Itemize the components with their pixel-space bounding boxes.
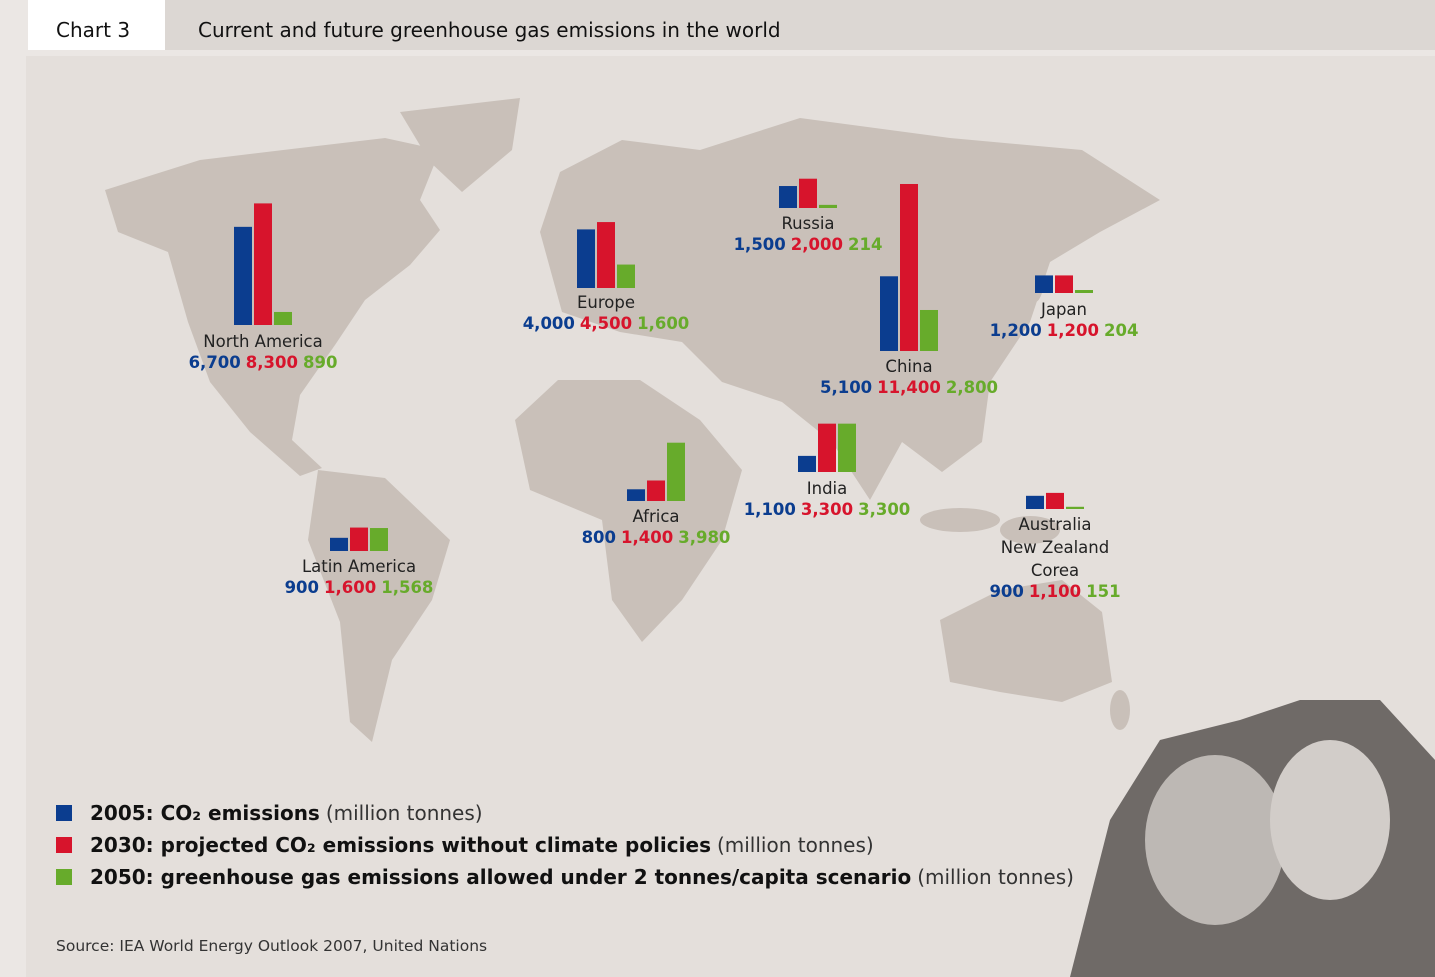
bar — [920, 309, 938, 351]
legend-unit: (million tonnes) — [716, 833, 874, 857]
bar — [647, 480, 665, 501]
region-label: Latin America — [301, 557, 417, 576]
region-label: China — [885, 357, 933, 376]
region-values: 800 1,400 3,980 — [582, 528, 731, 547]
bar — [274, 311, 292, 325]
legend-name: 2005: CO₂ emissions — [90, 801, 320, 825]
value-label: 1,400 — [621, 528, 674, 547]
region-values: 900 1,100 151 — [989, 582, 1120, 601]
bar — [597, 222, 615, 288]
value-label: 900 — [284, 578, 320, 597]
bar — [799, 178, 817, 208]
chart-label: Chart 3 — [56, 18, 131, 42]
bar — [627, 489, 645, 501]
value-label: 11,400 — [877, 378, 941, 397]
value-label: 1,200 — [1046, 321, 1099, 340]
value-label: 214 — [847, 235, 883, 254]
value-label: 1,600 — [324, 578, 377, 597]
bar — [1075, 290, 1093, 293]
value-label: 1,100 — [1028, 582, 1082, 601]
bar — [370, 528, 388, 551]
region-values: 5,100 11,400 2,800 — [820, 378, 998, 397]
value-label: 1,568 — [381, 578, 434, 597]
region-label: Australia New Zealand Corea — [1000, 515, 1110, 580]
value-label: 6,700 — [188, 353, 241, 372]
legend-item: 2050: greenhouse gas emissions allowed u… — [56, 865, 1074, 889]
header-label-box — [28, 0, 165, 50]
bar — [900, 183, 918, 351]
chart-title: Current and future greenhouse gas emissi… — [198, 18, 781, 42]
bar — [1035, 275, 1053, 293]
region-label: India — [806, 479, 848, 498]
bar — [1066, 506, 1084, 509]
legend-unit: (million tonnes) — [325, 801, 483, 825]
value-label: 2,000 — [790, 235, 843, 254]
region-label: Africa — [632, 507, 680, 526]
region-label: Europe — [576, 293, 636, 312]
bar — [838, 423, 856, 472]
value-label: 2,800 — [945, 378, 999, 397]
bar — [1055, 275, 1073, 293]
bar — [667, 442, 685, 501]
value-label: 900 — [989, 582, 1024, 601]
bar — [880, 276, 898, 351]
region-values: 1,100 3,300 3,300 — [744, 500, 911, 519]
region-values: 1,500 2,000 214 — [734, 235, 883, 254]
value-label: 890 — [302, 353, 338, 372]
bar — [577, 229, 595, 288]
source: Source: IEA World Energy Outlook 2007, U… — [56, 937, 488, 955]
value-label: 1,500 — [733, 235, 786, 254]
region-values: 6,700 8,300 890 — [189, 353, 338, 372]
legend-item: 2030: projected CO₂ emissions without cl… — [56, 833, 874, 857]
legend-swatch — [56, 837, 72, 853]
bar — [1026, 495, 1044, 509]
bar — [798, 455, 816, 472]
value-label: 3,300 — [800, 500, 854, 519]
value-label: 5,100 — [819, 378, 873, 397]
region-label: Japan — [1040, 300, 1088, 319]
region-values: 4,000 4,500 1,600 — [523, 314, 690, 333]
region-label: North America — [203, 332, 323, 351]
legend-swatch — [56, 869, 72, 885]
value-label: 3,300 — [858, 500, 911, 519]
bar — [234, 226, 252, 325]
bar — [1046, 492, 1064, 509]
region-label: Russia — [781, 214, 835, 233]
value-label: 4,000 — [522, 314, 575, 333]
legend-unit: (million tonnes) — [917, 865, 1074, 889]
header-bar — [165, 0, 1435, 50]
value-label: 800 — [581, 528, 617, 547]
photo — [1070, 700, 1435, 977]
bar — [330, 537, 348, 551]
legend-name: 2030: projected CO₂ emissions without cl… — [90, 833, 711, 857]
value-label: 1,100 — [743, 500, 796, 519]
value-label: 204 — [1103, 321, 1139, 340]
region-values: 1,200 1,200 204 — [990, 321, 1139, 340]
legend-name: 2050: greenhouse gas emissions allowed u… — [90, 865, 912, 889]
value-label: 8,300 — [245, 353, 298, 372]
world-map — [105, 98, 1160, 742]
value-label: 4,500 — [579, 314, 633, 333]
legend-swatch — [56, 805, 72, 821]
legend-item: 2005: CO₂ emissions (million tonnes) — [56, 801, 483, 825]
bar — [350, 527, 368, 551]
bar — [818, 423, 836, 472]
value-label: 3,980 — [678, 528, 731, 547]
bar — [819, 204, 837, 208]
value-label: 1,600 — [637, 314, 690, 333]
bar — [779, 186, 797, 208]
value-label: 1,200 — [989, 321, 1042, 340]
value-label: 151 — [1086, 582, 1121, 601]
region-values: 900 1,600 1,568 — [285, 578, 434, 597]
bar — [254, 203, 272, 325]
bar — [617, 264, 635, 288]
